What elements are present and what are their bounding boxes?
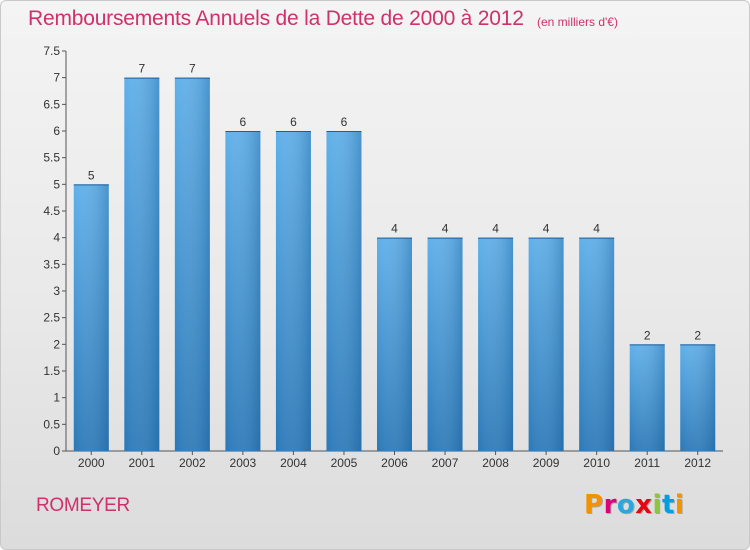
- bar-value-label: 4: [391, 222, 398, 236]
- x-tick-label: 2002: [179, 456, 206, 470]
- bar-shade: [124, 77, 160, 452]
- bar-value-label: 4: [543, 222, 550, 236]
- y-tick-label: 4.5: [43, 204, 60, 218]
- bar-shade: [174, 77, 210, 452]
- proxiti-logo: Proxiti: [584, 490, 684, 520]
- logo-letter: x: [635, 490, 653, 520]
- y-tick-label: 3.5: [43, 257, 60, 271]
- x-tick-label: 2001: [128, 456, 155, 470]
- x-tick-label: 2000: [78, 456, 105, 470]
- bar-value-label: 7: [189, 62, 196, 76]
- bar-value-label: 4: [492, 222, 499, 236]
- y-tick-label: 7.5: [43, 44, 60, 58]
- bar-shade: [478, 237, 514, 451]
- bar-value-label: 5: [88, 168, 95, 182]
- x-tick-label: 2006: [381, 456, 408, 470]
- bar-value-label: 6: [341, 115, 348, 129]
- bar-shade: [326, 131, 362, 451]
- x-tick-label: 2003: [230, 456, 257, 470]
- bar-value-label: 7: [138, 62, 145, 76]
- bar-shade: [528, 237, 564, 451]
- y-tick-label: 5: [53, 177, 60, 191]
- y-tick-label: 1: [53, 391, 60, 405]
- bar-shade: [680, 344, 716, 451]
- logo-letter: P: [584, 490, 604, 520]
- y-tick-label: 4: [53, 231, 60, 245]
- y-tick-label: 2.5: [43, 311, 60, 325]
- x-tick-label: 2005: [331, 456, 358, 470]
- y-tick-label: 6.5: [43, 97, 60, 111]
- chart-title: Remboursements Annuels de la Dette de 20…: [28, 7, 524, 30]
- bar-value-label: 2: [644, 328, 651, 342]
- y-tick-label: 5.5: [43, 151, 60, 165]
- bar-shade: [73, 184, 109, 452]
- x-tick-label: 2004: [280, 456, 307, 470]
- y-tick-label: 3: [53, 284, 60, 298]
- y-tick-label: 2: [53, 337, 60, 351]
- logo-letter: i: [674, 490, 685, 520]
- logo-letter: r: [603, 490, 617, 520]
- bar-value-label: 6: [290, 115, 297, 129]
- x-tick-label: 2012: [684, 456, 711, 470]
- bars-group: 5 7 7 6 6 6 4 4 4 4 4 2 2: [73, 62, 716, 452]
- chart-subtitle: (en milliers d'€): [537, 15, 618, 29]
- bar-value-label: 2: [694, 328, 701, 342]
- bar-shade: [225, 131, 261, 451]
- y-tick-label: 0: [53, 444, 60, 458]
- bar-shade: [629, 344, 665, 451]
- y-tick-label: 7: [53, 71, 60, 85]
- x-tick-label: 2011: [634, 456, 660, 470]
- logo-letter: t: [661, 490, 675, 520]
- x-tick-label: 2010: [583, 456, 610, 470]
- y-tick-label: 6: [53, 124, 60, 138]
- logo-letter: o: [616, 490, 636, 520]
- y-tick-label: 0.5: [43, 417, 60, 431]
- x-tick-label: 2009: [533, 456, 560, 470]
- bar-shade: [427, 237, 463, 451]
- x-tick-label: 2008: [482, 456, 509, 470]
- logo-letter: i: [652, 490, 662, 520]
- bar-shade: [579, 237, 615, 451]
- x-tick-label: 2007: [432, 456, 459, 470]
- bar-value-label: 6: [240, 115, 247, 129]
- bar-shade: [377, 237, 412, 451]
- commune-name: ROMEYER: [36, 495, 130, 516]
- bar-value-label: 4: [593, 222, 600, 236]
- y-tick-label: 1.5: [43, 364, 60, 378]
- bar-shade: [275, 131, 311, 451]
- bar-value-label: 4: [442, 222, 449, 236]
